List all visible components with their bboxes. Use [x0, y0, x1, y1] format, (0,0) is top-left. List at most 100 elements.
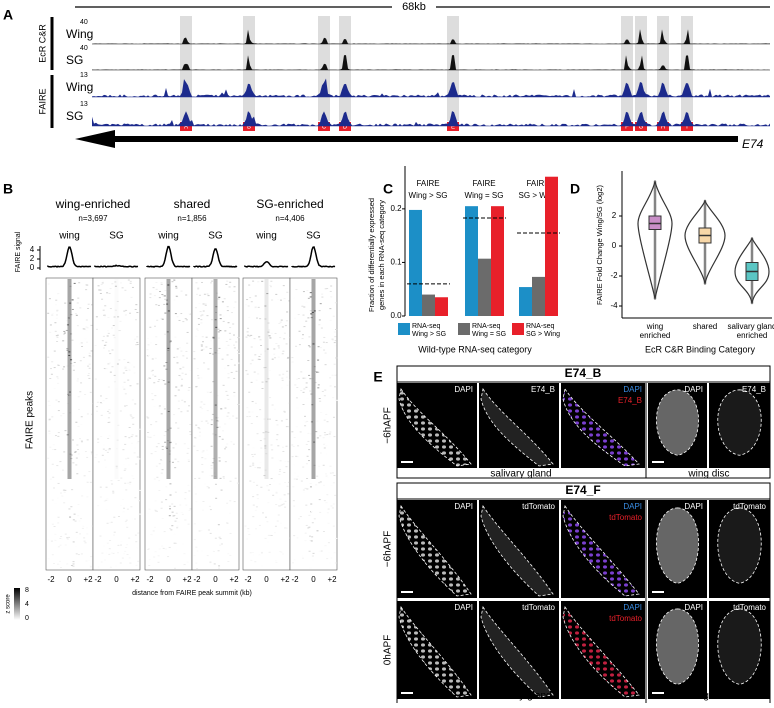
heat-cell [318, 499, 321, 501]
heat-cell [214, 319, 217, 321]
heat-cell [97, 566, 100, 568]
heat-cell [301, 338, 304, 340]
heat-cell [293, 505, 296, 507]
heat-cell [175, 512, 178, 514]
heat-cell [251, 552, 254, 554]
heat-cell [299, 516, 302, 518]
heat-cell [149, 436, 152, 438]
heat-cell [134, 497, 137, 499]
channel-label: DAPI [454, 603, 473, 612]
heat-cell [51, 361, 54, 363]
heat-cell [79, 391, 82, 393]
heat-cell [334, 345, 337, 347]
heat-cell [245, 336, 248, 338]
tissue-outline [717, 608, 762, 685]
heat-cell [226, 522, 229, 524]
heat-cell [283, 332, 286, 334]
heat-cell [138, 489, 141, 491]
heat-cell [295, 397, 298, 399]
heat-cell [102, 309, 105, 311]
heat-cell [317, 387, 320, 389]
heat-cell [316, 475, 319, 477]
heat-cell [235, 341, 238, 343]
heat-cell [227, 365, 230, 367]
heat-cell [307, 317, 310, 319]
heat-cell [227, 412, 230, 414]
heat-cell [315, 484, 318, 486]
heat-cell [200, 401, 203, 403]
heat-cell [324, 443, 327, 445]
y-tick-label: 0.0 [390, 311, 402, 320]
heat-cell [324, 473, 327, 475]
heat-cell [126, 553, 129, 555]
heat-cell [136, 344, 139, 346]
heat-cell [59, 544, 62, 546]
heat-cell [77, 449, 80, 451]
heat-cell [227, 377, 230, 379]
heat-cell [106, 335, 109, 337]
channel-label: tdTomato [522, 502, 555, 511]
heat-cell [279, 460, 282, 462]
heat-cell [307, 345, 310, 347]
column-label: SG [109, 231, 124, 242]
heat-cell [187, 389, 190, 391]
heat-cell [75, 314, 78, 316]
heat-cell [300, 371, 303, 373]
heat-cell [98, 289, 101, 291]
tick-label: 4 [30, 245, 35, 254]
heat-cell [269, 483, 272, 485]
heat-cell [128, 537, 131, 539]
heat-cell [256, 498, 259, 500]
heat-cell [168, 461, 171, 463]
heat-cell [61, 538, 64, 540]
heat-cell [158, 490, 161, 492]
x-tick-label: -2 [193, 575, 201, 584]
heat-cell [194, 493, 197, 495]
tissue [563, 607, 639, 697]
heat-cell [278, 374, 281, 376]
heat-cell [302, 334, 305, 336]
heat-cell [308, 526, 311, 528]
heat-cell [251, 411, 254, 413]
heat-cell [160, 283, 163, 285]
heat-cell [159, 459, 162, 461]
heat-cell [328, 562, 331, 564]
heat-cell [288, 402, 291, 404]
micrograph [397, 383, 477, 468]
heat-cell [277, 299, 280, 301]
heat-cell [308, 297, 311, 299]
heat-cell [193, 351, 196, 353]
heat-cell [313, 366, 316, 368]
heat-cell [236, 349, 239, 351]
heat-cell [244, 525, 247, 527]
heat-cell [102, 448, 105, 450]
heat-cell [117, 480, 120, 482]
heat-cell [293, 317, 296, 319]
heat-cell [196, 368, 199, 370]
heat-cell [132, 423, 135, 425]
heat-cell [148, 354, 151, 356]
heat-cell [246, 373, 249, 375]
heat-cell [308, 374, 311, 376]
heat-cell [124, 405, 127, 407]
heat-cell [218, 426, 221, 428]
heat-cell [112, 490, 115, 492]
heat-cell [131, 434, 134, 436]
heat-cell [183, 401, 186, 403]
heat-cell [163, 531, 166, 533]
heat-cell [228, 512, 231, 514]
bar [422, 294, 435, 316]
heat-cell [136, 383, 139, 385]
heat-cell [57, 522, 60, 524]
heat-cell [285, 426, 288, 428]
channel-label: DAPI [684, 502, 703, 511]
heat-cell [130, 296, 133, 298]
heat-cell [91, 452, 94, 454]
group-title: SG > Wing [519, 191, 558, 200]
heat-cell [218, 436, 221, 438]
heat-cell [161, 445, 164, 447]
heat-cell [175, 386, 178, 388]
heat-cell [229, 327, 232, 329]
heat-cell [113, 531, 116, 533]
heat-cell [64, 430, 67, 432]
